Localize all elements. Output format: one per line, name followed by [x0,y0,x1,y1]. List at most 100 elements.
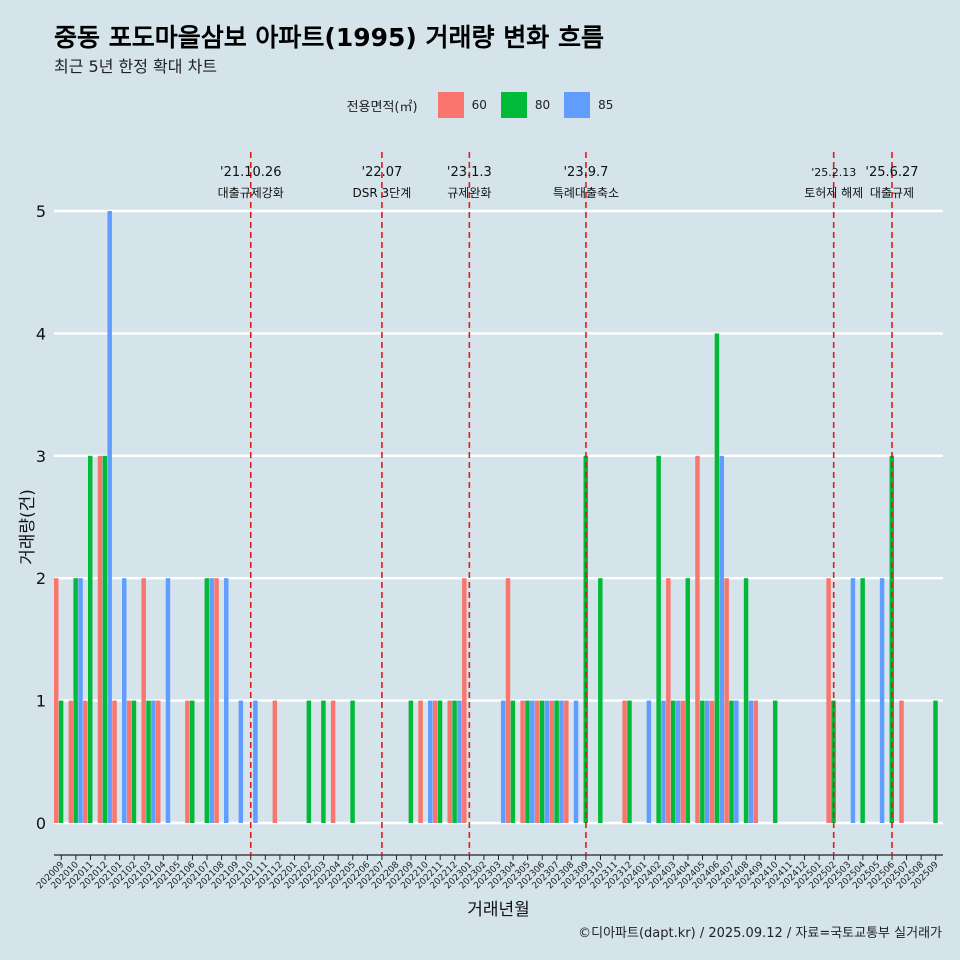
bar-85-202101 [122,578,127,823]
legend-label-85: 85 [598,98,614,112]
bar-60-202103 [141,578,146,823]
bar-60-202409 [753,700,759,823]
bar-80-202011 [88,455,93,823]
bar-85-202505 [879,578,885,823]
legend-item-80: 80 [500,92,550,118]
bar-85-202210 [428,700,433,823]
annotation-date-3: '23.1.3 [447,165,492,180]
bar-60-202012 [97,455,103,823]
bar-60-202104 [156,700,161,823]
y-tick-label-1: 1 [36,692,46,711]
bar-60-202010 [68,700,74,823]
bar-80-202102 [131,700,137,823]
bar-60-202405 [695,455,700,823]
bar-60-202009 [54,578,59,823]
bar-80-202103 [146,700,151,823]
bar-85-202212 [457,700,462,823]
bar-85-202305 [530,700,535,823]
x-axis-title: 거래년월 [467,900,530,920]
bar-80-202012 [102,455,108,823]
bar-85-202308 [573,700,579,823]
bar-80-202309 [583,455,588,823]
bar-80-202305 [525,700,530,823]
bar-80-202407 [729,700,734,823]
bar-85-202109 [238,700,244,823]
annotation-label-2: DSR 3단계 [353,186,412,200]
chart-title: 중동 포도마을삼보 아파트(1995) 거래량 변화 흐름 [54,23,604,52]
annotation-label-6: 대출규제 [870,186,914,200]
bar-85-202012 [107,211,112,823]
annotation-date-4: '23.9.7 [563,165,608,180]
bar-85-202110 [253,700,258,823]
bar-80-202404 [685,578,690,823]
source-caption: ©디아파트(dapt.kr) / 2025.09.12 / 자료=국토교통부 실… [578,926,942,941]
bar-80-202304 [510,700,516,823]
bar-60-202211 [432,700,438,823]
annotation-date-6: '25.6.27 [865,165,918,180]
bar-60-202404 [680,700,686,823]
bar-85-202104 [165,578,171,823]
bar-60-202304 [505,578,511,823]
legend-swatch-80 [500,92,527,118]
bar-80-202504 [860,578,865,823]
bar-85-202010 [78,578,83,823]
bar-60-202106 [185,700,190,823]
annotation-date-1: '21.10.26 [220,165,281,180]
bar-60-202011 [83,700,88,823]
legend-label-60: 60 [471,98,487,112]
bar-80-202506 [889,455,895,823]
chart-subtitle: 최근 5년 한정 확대 차트 [54,57,218,76]
y-tick-label-4: 4 [36,324,46,343]
bar-60-202301 [462,578,467,823]
bar-80-202203 [321,700,326,823]
bar-80-202502 [831,700,836,823]
bar-80-202009 [58,700,64,823]
bar-60-202407 [724,578,729,823]
bar-60-202406 [709,700,715,823]
bar-60-202112 [272,700,278,823]
legend-swatch-85 [564,92,591,118]
annotation-label-3: 규제완화 [447,186,491,200]
legend-item-60: 60 [437,92,487,118]
bar-80-202403 [670,700,676,823]
bar-85-202107 [209,578,214,823]
bar-80-202310 [598,578,603,823]
bar-60-202102 [126,700,132,823]
bar-85-202405 [704,700,710,823]
bar-80-202306 [539,700,545,823]
bar-85-202108 [224,578,229,823]
bar-80-202410 [772,700,778,823]
y-tick-label-0: 0 [36,814,46,833]
bar-85-202303 [500,700,506,823]
bar-80-202509 [933,700,938,823]
bar-80-202405 [700,700,705,823]
bar-80-202312 [627,700,632,823]
bar-60-202308 [564,700,569,823]
bar-80-202010 [73,578,78,823]
bar-60-202210 [418,700,423,823]
bar-60-202306 [534,700,540,823]
bar-85-202103 [151,700,156,823]
bar-85-202407 [734,700,739,823]
bar-60-202305 [520,700,525,823]
bar-80-202212 [452,700,457,823]
legend-item-85: 85 [564,92,613,118]
bar-80-202107 [204,578,210,823]
bar-80-202202 [306,700,312,823]
legend: 전용면적(㎡) 60 80 85 [0,92,960,118]
bar-80-202211 [437,700,443,823]
legend-title: 전용면적(㎡) [346,99,418,115]
bar-60-202502 [826,578,831,823]
annotation-date-2: '22.07 [362,165,403,180]
annotation-label-4: 특례대출축소 [553,186,619,200]
y-tick-label-3: 3 [36,447,46,466]
bar-80-202406 [714,333,720,823]
y-tick-label-2: 2 [36,569,46,588]
bar-85-202401 [646,700,652,823]
bar-60-202507 [899,700,904,823]
bar-80-202205 [350,700,355,823]
bar-80-202106 [190,700,195,823]
annotation-date-5: '25.2.13 [811,166,856,179]
bar-60-202204 [330,700,336,823]
bar-80-202209 [408,700,414,823]
